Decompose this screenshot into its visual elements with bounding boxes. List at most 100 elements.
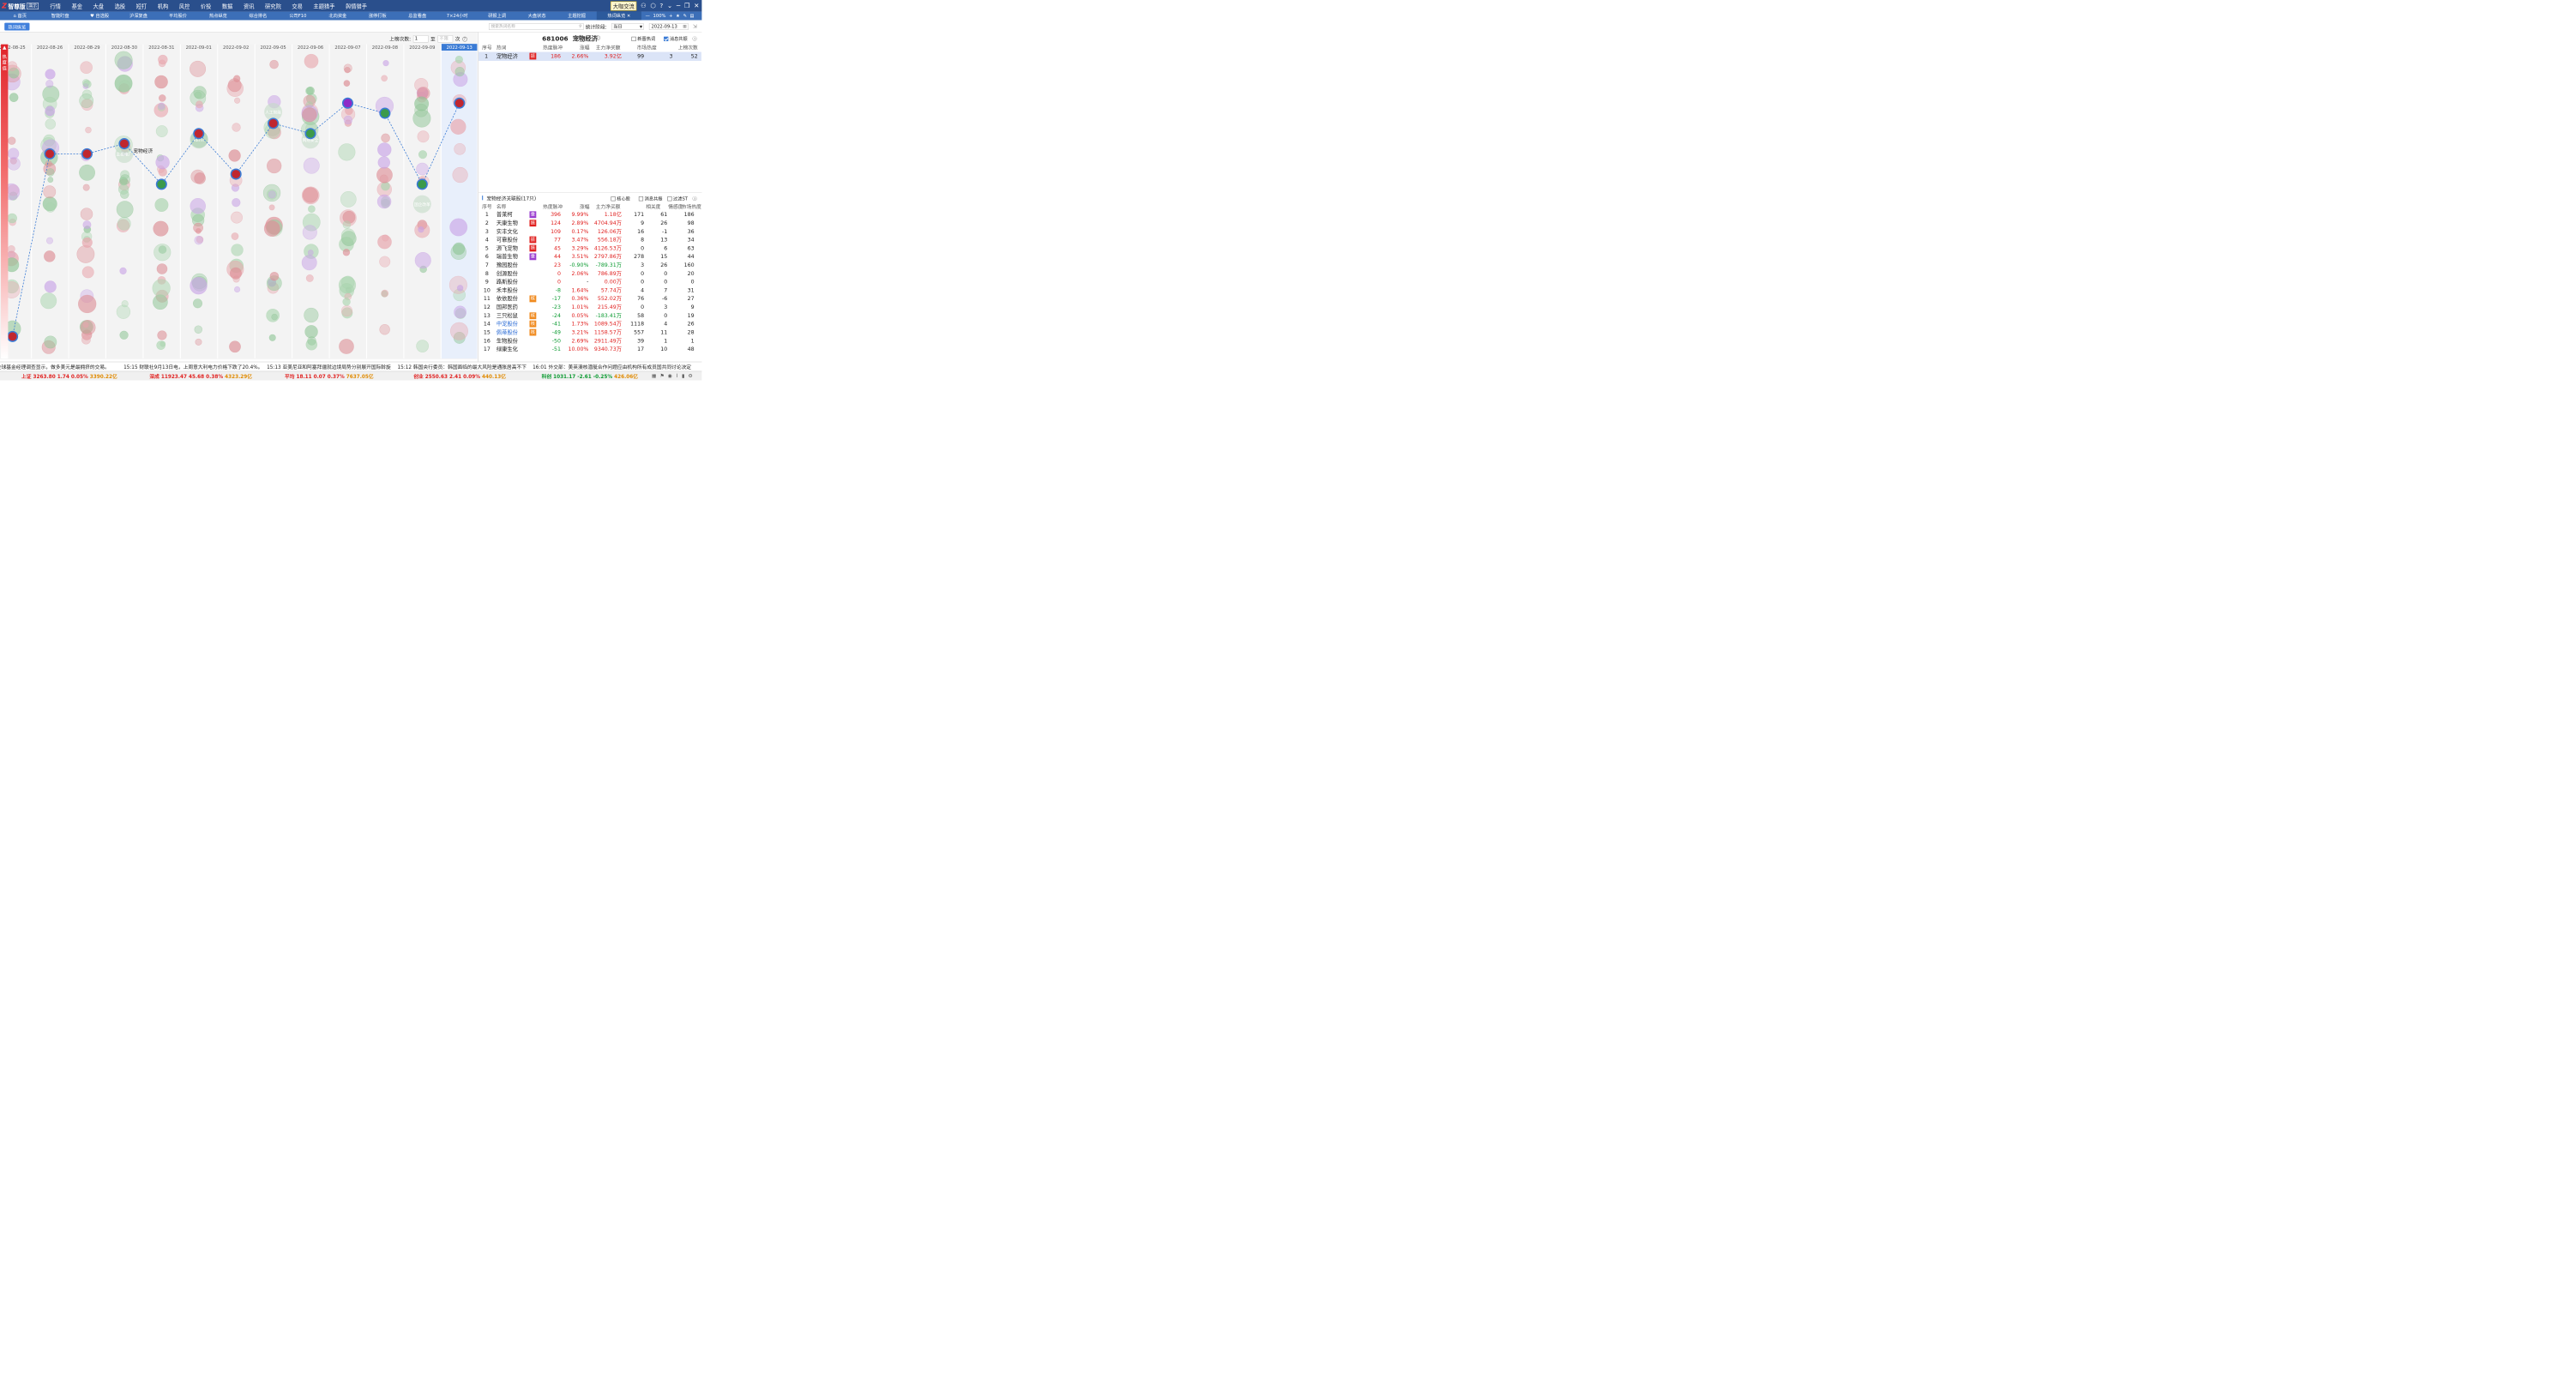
index-item[interactable]: 创业 2550.63 2.41 0.09% 440.13亿 [413,373,506,380]
related-col-header[interactable]: 主力净买额 [595,204,621,210]
related-col-header[interactable]: 相关度 [646,204,661,210]
nav-tab-item[interactable]: ⌂ 首页 [0,12,39,21]
dropdown-icon[interactable]: ⌄ [667,2,673,9]
index-item[interactable]: 深成 11923.47 45.68 0.38% 4323.29亿 [149,373,252,380]
stage-select[interactable]: 当日 ▼ [611,23,644,30]
related-news-checkbox[interactable]: 消息共振 [638,195,663,202]
table-row[interactable]: 4 可靠股份 振 77 3.47% 556.18万 8 13 34 [478,236,701,244]
index-item[interactable]: 科创 1031.17 -2.61 -0.25% 426.06亿 [542,373,638,380]
info-icon[interactable]: i [595,35,600,40]
nav-tab-item[interactable]: 平均股价 [158,12,197,21]
table-row[interactable]: 8 创源股份 0 2.06% 786.89万 0 0 20 [478,269,701,278]
related-col-header[interactable]: 涨幅 [579,204,590,210]
index-item[interactable]: 上证 3263.80 1.74 0.05% 3390.22亿 [21,373,117,380]
nav-tab-item[interactable]: ♥ 自选股 [80,12,119,21]
menu-item[interactable]: 短打 [135,3,147,9]
edit-icon[interactable]: ✎ [683,13,687,19]
table-row[interactable]: 3 实丰文化 109 0.17% 126.06万 16 -1 36 [478,227,701,236]
nav-tab-item[interactable]: 综合排名 [238,12,278,21]
favorite-icon[interactable]: ★ [676,13,680,19]
news-item[interactable]: 15:15 财联社9月13日电，上周意大利电力价格下跌了20.4%。 [123,364,263,370]
related-col-header[interactable]: 热度脉冲 [543,204,563,210]
filter-st-checkbox[interactable]: 过滤ST [667,195,688,202]
menu-item[interactable]: 行情 [50,3,61,9]
nav-tab-item[interactable]: 智能盯盘 [40,12,80,21]
minimize-icon[interactable]: ─ [676,2,681,9]
count-to-input[interactable]: 不限 [437,35,454,43]
news-resonance-checkbox[interactable]: 消息共振 [664,35,688,42]
count-from-input[interactable]: 1 [412,35,429,43]
search-input[interactable]: 搜索热词名称 ⚲ [488,23,584,30]
term-col-header[interactable]: 序号 [482,45,492,51]
user-icon[interactable]: ⚇ [641,2,647,9]
nav-tab-item[interactable]: 大盘状态 [517,12,557,21]
nav-tab-item[interactable]: 涨停打板 [358,12,397,21]
table-row[interactable]: 15 佩蒂股份 核 -49 3.21% 1158.57万 557 11 28 [478,328,701,337]
signal-icon[interactable]: ▮ [682,372,685,379]
table-row[interactable]: 2 天康生物 振 124 2.89% 4704.94万 9 26 98 [478,219,701,227]
new-hot-checkbox[interactable]: 新晋热词 [631,35,655,42]
term-row[interactable]: 1 宠物经济 振 186 2.66% 3.92亿 99 3 52 [478,51,701,61]
table-row[interactable]: 12 国邦医药 -23 1.01% 215.49万 0 3 9 [478,303,701,311]
table-row[interactable]: 5 源飞宠物 振 45 3.29% 4126.53万 0 6 63 [478,244,701,253]
related-col-header[interactable]: 市场热度 [681,204,701,210]
table-row[interactable]: 1 普莱柯 重 396 9.99% 1.18亿 171 61 186 [478,210,701,219]
related-col-header[interactable]: 名称 [496,204,507,210]
term-col-header[interactable]: 涨幅 [579,45,590,51]
term-col-header[interactable]: 上榜次数 [677,45,698,51]
news-item[interactable]: 全球基金经理调查显示，做多美元是最拥挤的交易。 [0,364,110,370]
nav-tab-item[interactable]: 热点纵览 [198,12,238,21]
table-row[interactable]: 10 禾丰股份 -8 1.64% 57.74万 4 7 31 [478,286,701,295]
nav-tab-item[interactable]: 7×24小时 [437,12,477,21]
nav-tab-item[interactable]: 研报上调 [477,12,516,21]
menu-item[interactable]: 舆情猎手 [346,3,368,9]
settings-icon[interactable]: ⚙ [688,372,693,379]
chart-icon[interactable]: ⌇ [676,372,678,379]
table-row[interactable]: 13 三只松鼠 核 -24 0.05% -183.41万 58 0 19 [478,311,701,320]
table-row[interactable]: 11 依依股份 核 -17 0.36% 552.02万 76 -6 27 [478,294,701,303]
related-help-icon[interactable]: ⓘ [692,196,697,202]
news-item[interactable]: 16:01 外交部：美英澳核潜艇合作问题应由机构所有成员国共同讨论决定 [533,364,692,370]
term-col-header[interactable]: 市场热度 [636,45,657,51]
nav-tab-item[interactable]: 主题挖掘 [557,12,596,21]
related-col-header[interactable]: 情感度 [668,204,683,210]
export-icon[interactable]: ⇲ [693,23,697,29]
panel-help-icon[interactable]: ⓘ [692,36,697,42]
nav-tab-item[interactable]: 公司F10 [278,12,317,21]
nav-tab-item[interactable]: 北向资金 [318,12,358,21]
settings-icon[interactable]: ⬡ [650,2,656,9]
close-tab-icon[interactable]: ✕ [625,13,631,19]
app-logo[interactable]: Z 智尊版 演示 [0,0,40,12]
hot-words-tab-button[interactable]: 热词纵览 [4,22,30,31]
term-col-header[interactable]: 热词 [496,45,507,51]
core-stock-checkbox[interactable]: 核心股 [611,195,630,202]
zoom-out-icon[interactable]: — [645,13,650,19]
zoom-in-icon[interactable]: + [669,13,673,19]
term-col-header[interactable]: 热度脉冲 [543,45,563,51]
term-col-header[interactable]: 主力净买额 [595,45,621,51]
menu-item[interactable]: 数据 [221,3,233,9]
menu-item[interactable]: 大盘 [93,3,105,9]
menu-item[interactable]: 资讯 [243,3,255,9]
alert-icon[interactable]: ⚑ [659,372,665,379]
menu-item[interactable]: 主题猎手 [313,3,335,9]
menu-item[interactable]: 基金 [71,3,83,9]
news-item[interactable]: 15:13 亚美尼亚和阿塞拜疆就边境局势分别展开国际斡旋 [267,364,391,370]
lock-icon[interactable]: ◉ [667,372,672,379]
help-icon[interactable]: ? [659,2,664,9]
date-field[interactable]: 2022-09-13 ▦ [648,23,689,30]
table-row[interactable]: 7 豫园股份 23 -0.90% -789.31万 3 26 160 [478,261,701,269]
menu-item[interactable]: 选股 [114,3,126,9]
table-row[interactable]: 6 瑞普生物 重 44 3.51% 2797.86万 278 15 44 [478,252,701,261]
nav-tab-item[interactable]: 沪深复盘 [118,12,158,21]
table-row[interactable]: 16 生物股份 -50 2.69% 2911.49万 39 1 1 [478,337,701,346]
index-item[interactable]: 平均 18.11 0.07 0.37% 7637.05亿 [285,373,374,380]
table-row[interactable]: 9 路斯股份 0 - 0.00万 0 0 0 [478,278,701,286]
community-button[interactable]: 大咖交流 [611,1,637,11]
calendar-icon[interactable]: ▦ [683,24,687,29]
close-window-icon[interactable]: ✕ [694,2,700,9]
layout-icon[interactable]: ▤ [689,13,695,19]
related-col-header[interactable]: 序号 [482,204,492,210]
menu-item[interactable]: 交易 [292,3,303,9]
table-row[interactable]: 17 绿康生化 -51 10.00% 9340.73万 17 10 48 [478,345,701,353]
